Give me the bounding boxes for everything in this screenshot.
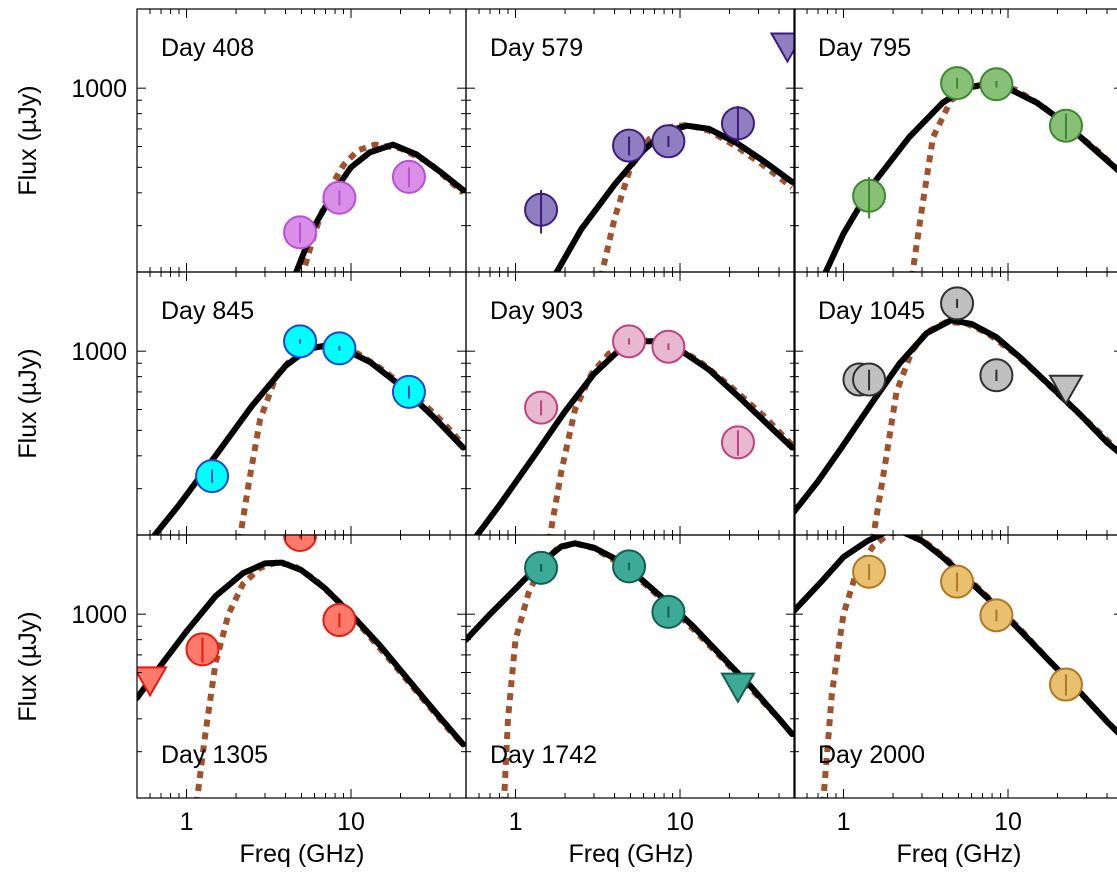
data-point	[612, 549, 647, 584]
panel-day-label: Day 1305	[161, 741, 268, 769]
model-a-curve	[794, 317, 1117, 515]
panel-plot-area	[822, 66, 1117, 272]
panel-5: Day 903	[465, 271, 796, 536]
tick-marks	[793, 534, 1117, 799]
panel-frame	[465, 534, 796, 799]
data-point	[651, 329, 686, 364]
data-point	[940, 564, 975, 599]
data-point	[524, 390, 559, 425]
x-tick-label: 10	[994, 808, 1022, 836]
model-b-curve	[599, 121, 794, 272]
tick-marks	[136, 271, 467, 536]
panel-plot-area	[137, 535, 466, 798]
panel-plot-area	[524, 32, 795, 272]
panel-7: Day 1305 1000 Flux (µJy) 1 10 Freq (GHz)	[14, 534, 467, 868]
data-point	[391, 159, 426, 194]
panel-grid: Day 408 1000 Flux (µJy) Day 579 Day 795 Day 8…	[14, 8, 1117, 868]
panel-day-label: Day 795	[818, 34, 911, 62]
panel-4: Day 845 1000 Flux (µJy)	[14, 271, 467, 536]
model-b-curve	[820, 535, 1117, 798]
data-point	[852, 554, 887, 589]
panel-plot-area	[473, 324, 795, 535]
data-point	[720, 106, 755, 144]
y-tick-label: 1000	[71, 338, 127, 366]
panel-day-label: Day 845	[161, 297, 254, 325]
x-tick-label: 10	[666, 808, 694, 836]
upper-limit-marker	[1048, 374, 1084, 406]
y-axis-title: Flux (µJy)	[14, 611, 42, 721]
data-point	[940, 286, 975, 321]
y-axis-title: Flux (µJy)	[14, 348, 42, 458]
data-point	[1048, 108, 1083, 143]
panel-day-label: Day 579	[490, 34, 583, 62]
panel-6: Day 1045	[793, 271, 1117, 536]
model-a-curve	[137, 559, 466, 748]
model-a-curve	[293, 141, 466, 272]
panel-9: Day 2000 1 10 Freq (GHz)	[793, 534, 1117, 868]
data-point-marker	[283, 535, 318, 552]
model-b-curve	[547, 337, 795, 535]
data-point	[1048, 667, 1083, 702]
data-point	[283, 324, 318, 359]
data-point	[979, 598, 1014, 633]
panel-day-label: Day 1045	[818, 297, 925, 325]
tick-marks	[793, 8, 1117, 273]
panel-day-label: Day 1742	[490, 741, 597, 769]
data-point	[612, 128, 647, 163]
panel-day-label: Day 2000	[818, 741, 925, 769]
panel-plot-area	[150, 324, 466, 535]
x-tick-label: 1	[837, 808, 851, 836]
data-point	[283, 215, 318, 250]
x-axis-title: Freq (GHz)	[897, 840, 1022, 868]
data-point	[852, 362, 887, 397]
panel-8: Day 1742 1 10 Freq (GHz)	[465, 534, 796, 868]
model-b-curve	[909, 80, 1117, 272]
data-point	[322, 603, 357, 638]
panel-1: Day 408 1000 Flux (µJy)	[14, 8, 467, 273]
data-point	[651, 124, 686, 159]
y-axis-title: Flux (µJy)	[14, 85, 42, 195]
x-axis-title: Freq (GHz)	[569, 840, 694, 868]
y-tick-label: 1000	[71, 601, 127, 629]
x-tick-label: 1	[180, 808, 194, 836]
x-tick-label: 10	[337, 808, 365, 836]
panel-plot-area	[794, 286, 1117, 535]
y-tick-label: 1000	[71, 75, 127, 103]
data-point	[651, 594, 686, 629]
panel-day-label: Day 903	[490, 297, 583, 325]
data-point	[720, 425, 755, 460]
x-tick-label: 1	[509, 808, 523, 836]
data-point	[524, 190, 559, 234]
model-a-curve	[150, 342, 466, 535]
data-point	[195, 459, 230, 494]
model-b-curve	[237, 343, 466, 535]
upper-limit-marker	[720, 672, 756, 704]
data-point	[979, 67, 1014, 102]
panel-plot-area	[466, 540, 795, 798]
data-point	[322, 331, 357, 366]
data-point	[524, 550, 559, 585]
upper-limit-marker	[137, 666, 168, 698]
x-axis-title: Freq (GHz)	[240, 840, 365, 868]
panel-day-label: Day 408	[161, 34, 254, 62]
panel-3: Day 795	[793, 8, 1117, 273]
data-point	[852, 176, 887, 219]
panel-plot-area	[283, 141, 466, 272]
panel-plot-area	[794, 535, 1117, 798]
panel-frame	[793, 534, 1117, 799]
data-point	[185, 632, 220, 667]
data-point	[391, 374, 426, 409]
data-point	[940, 66, 975, 101]
data-point	[322, 180, 357, 215]
upper-limit-marker	[769, 32, 795, 64]
model-b-curve	[194, 559, 466, 798]
panel-2: Day 579	[465, 8, 796, 273]
data-point	[612, 324, 647, 359]
data-point	[979, 358, 1014, 393]
